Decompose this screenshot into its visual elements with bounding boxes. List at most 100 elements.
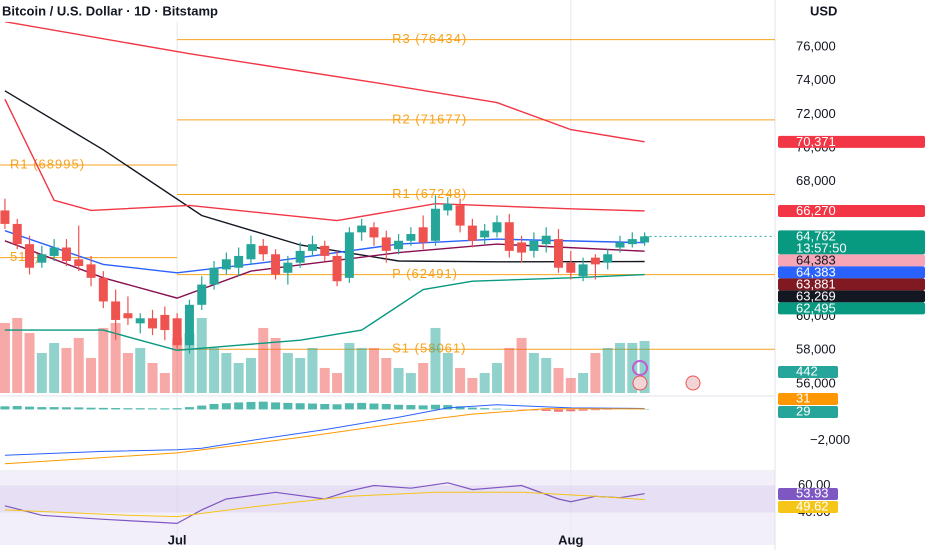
candle-body	[135, 318, 145, 324]
volume-bar	[405, 373, 416, 393]
volume-bar	[319, 367, 330, 393]
x-tick-label: Jul	[168, 532, 187, 547]
candle-body	[307, 244, 317, 251]
candle-body	[443, 203, 453, 211]
volume-bar	[615, 343, 625, 393]
volume-bar	[245, 357, 256, 393]
macd-histogram-bar	[61, 407, 71, 410]
macd-histogram-bar	[344, 403, 354, 410]
indicator-line	[4, 482, 645, 525]
candle-body	[627, 239, 637, 245]
volume-bar	[73, 337, 84, 393]
volume-bar	[553, 367, 564, 393]
candle-body	[406, 234, 416, 241]
pivot-label: R2 (71677)	[392, 111, 467, 126]
candle-body	[12, 223, 22, 245]
indicator-line	[4, 230, 645, 274]
macd-histogram-bar	[381, 403, 391, 410]
volume-bar	[49, 343, 60, 393]
candle-body	[590, 257, 600, 265]
candle-body	[344, 232, 354, 278]
candle-body	[234, 255, 244, 268]
volume-bar	[135, 347, 146, 393]
volume-bar	[61, 347, 72, 393]
price-label: 66,270	[796, 203, 836, 218]
candle-body	[98, 277, 108, 302]
price-label: 63,269	[796, 288, 836, 303]
candle-body	[74, 259, 84, 267]
candle-body	[0, 210, 10, 224]
macd-histogram-bar	[184, 407, 194, 410]
candle-body	[541, 235, 551, 245]
candle-body	[480, 230, 490, 238]
volume-bar	[356, 347, 367, 393]
volume-bar	[196, 317, 207, 393]
volume-bar	[122, 353, 133, 393]
volume-bar	[528, 353, 539, 393]
candle-body	[640, 236, 650, 243]
macd-histogram-bar	[135, 408, 145, 410]
macd-histogram-bar	[394, 404, 404, 410]
volume-bar	[24, 333, 35, 393]
plot-layer: Jul Aug R1 (68995) 515) R3 (76434) R2 (71677)…	[0, 0, 850, 547]
price-label: 62,495	[796, 300, 836, 315]
value-label: 53.93	[796, 485, 829, 500]
volume-bar	[295, 357, 306, 393]
x-tick-label: Aug	[558, 532, 583, 547]
price-label: 64,383	[796, 252, 836, 267]
macd-histogram-bar	[307, 403, 317, 410]
candle-body	[25, 244, 35, 268]
candle-body	[61, 247, 71, 261]
macd-histogram-bar	[443, 405, 453, 410]
indicator-line	[4, 491, 645, 518]
candle-body	[49, 247, 59, 256]
macd-histogram-bar	[37, 407, 47, 410]
volume-bar	[12, 317, 23, 393]
macd-histogram-bar	[357, 402, 367, 410]
price-label: 64,762	[796, 228, 836, 243]
indicator-line	[4, 21, 645, 143]
volume-bar	[541, 357, 552, 393]
volume-bar	[442, 353, 453, 393]
rsi-band	[0, 485, 775, 513]
volume-bar	[221, 353, 232, 393]
y-tick-label: 72,000	[796, 106, 836, 121]
candle-body	[209, 267, 219, 285]
volume-bar	[381, 357, 392, 393]
candle-body	[418, 227, 428, 243]
indicator-line	[4, 408, 645, 465]
volume-bar	[282, 353, 293, 393]
candle-body	[381, 237, 391, 251]
pivot-label: 515)	[10, 249, 40, 264]
volume-bar	[172, 337, 183, 393]
candle-body	[332, 255, 342, 282]
price-label-pill	[778, 135, 925, 148]
indicator-icons	[632, 360, 701, 391]
y-tick-label: 68,000	[796, 173, 836, 188]
y-tick-label: −2,000	[810, 432, 850, 447]
pivot-label: R3 (76434)	[392, 31, 467, 46]
candle-body	[86, 264, 96, 278]
price-label-pill	[778, 230, 925, 255]
candle-body	[197, 284, 207, 305]
macd-histogram-bar	[49, 407, 59, 410]
value-label: 49.62	[796, 498, 829, 513]
macd-histogram-bar	[418, 405, 428, 410]
macd-histogram-bar	[160, 408, 170, 410]
volume-bar	[491, 363, 502, 393]
macd-histogram-bar	[98, 407, 108, 410]
macd-histogram-bar	[467, 407, 477, 410]
value-pill	[778, 501, 838, 513]
volume-bar	[602, 347, 613, 393]
macd-histogram-bar	[590, 409, 600, 411]
macd-histogram-bar	[172, 408, 182, 410]
candle-body	[615, 242, 625, 248]
volume-bar	[270, 337, 281, 393]
value-label: 31	[796, 390, 810, 405]
volume-bar	[344, 343, 355, 393]
volume-bar	[258, 327, 269, 393]
volume-bar	[98, 327, 109, 393]
candle-body	[430, 208, 440, 241]
candle-body	[123, 313, 133, 319]
